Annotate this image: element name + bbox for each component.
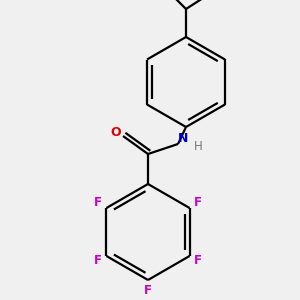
Text: F: F	[144, 284, 152, 296]
Text: F: F	[94, 196, 102, 209]
Text: N: N	[178, 131, 188, 145]
Text: F: F	[194, 196, 202, 209]
Text: O: O	[111, 127, 121, 140]
Text: H: H	[194, 140, 202, 152]
Text: F: F	[194, 254, 202, 268]
Text: F: F	[94, 254, 102, 268]
